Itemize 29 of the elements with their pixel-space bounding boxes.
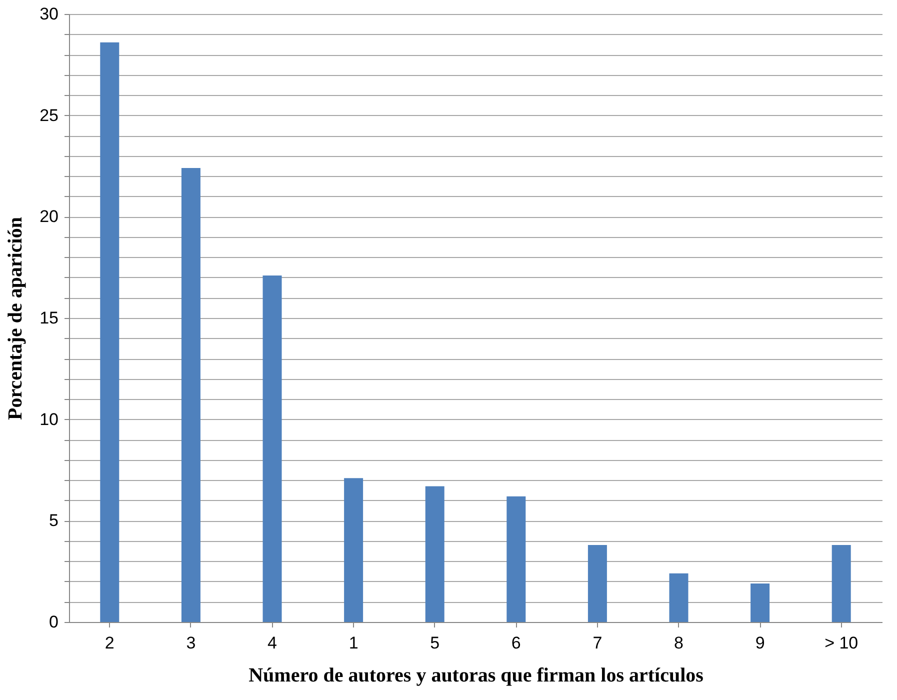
y-tick-label: 25 [40, 106, 58, 125]
x-tick-label: 7 [592, 634, 602, 652]
y-tick-label: 0 [49, 612, 58, 632]
y-tick-label: 20 [40, 207, 58, 226]
y-tick-label: 30 [40, 4, 58, 24]
bar [100, 42, 120, 622]
bar [750, 583, 770, 622]
y-axis-title: Porcentaje de aparición [4, 217, 27, 420]
x-tick-label: 8 [674, 634, 684, 652]
x-tick-label: 2 [104, 634, 114, 652]
bar [669, 573, 688, 622]
x-tick-label: 3 [186, 634, 196, 652]
x-tick-label: 5 [430, 634, 440, 652]
x-tick-label: 4 [268, 634, 277, 652]
bar [425, 486, 444, 622]
x-tick-label: 6 [511, 634, 521, 652]
x-tick-label: 1 [348, 634, 358, 652]
bar [832, 544, 851, 622]
y-tick-label: 15 [40, 308, 58, 328]
bar [588, 544, 607, 622]
y-tick-label: 5 [49, 511, 58, 530]
bar [344, 478, 364, 622]
y-tick-label: 10 [40, 410, 58, 429]
bar [262, 275, 282, 622]
x-axis-title: Número de autores y autoras que firman los artículos [248, 664, 704, 686]
bar [181, 168, 200, 622]
bar [506, 496, 526, 622]
x-tick-label: > 10 [824, 634, 858, 652]
x-tick-label: 9 [755, 634, 765, 652]
